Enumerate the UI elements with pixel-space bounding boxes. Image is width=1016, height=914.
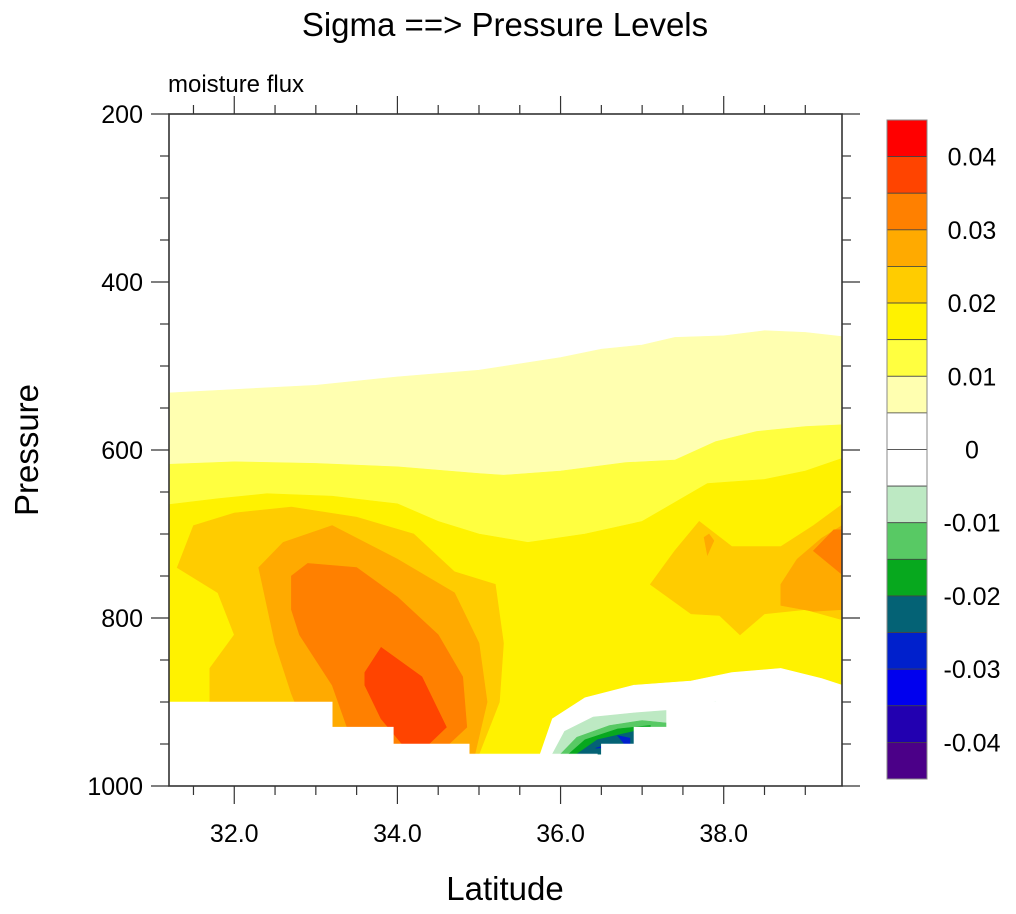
contour-fill-layer <box>169 330 842 786</box>
chart-title: Sigma ==> Pressure Levels <box>302 6 708 43</box>
contour-region-missing-below-terrain-east <box>601 701 842 786</box>
colorbar-box <box>886 156 928 194</box>
colorbar-frame <box>886 119 928 780</box>
colorbar-box <box>886 119 928 158</box>
colorbar-box <box>886 375 928 414</box>
contour-region-band-0.03-0.035-east <box>812 529 842 575</box>
colorbar-box <box>886 412 928 450</box>
colorbar-box <box>886 668 928 707</box>
colorbar-label: 0.04 <box>948 144 997 172</box>
colorbar-box <box>886 266 928 304</box>
axes: 32.0 34.0 36.0 38.0 200 400 600 800 1000 <box>87 96 860 848</box>
colorbar-box <box>886 558 928 597</box>
y-tick-label: 600 <box>101 437 143 465</box>
x-tick-label: 38.0 <box>699 820 748 848</box>
colorbar-label: -0.02 <box>944 583 1001 611</box>
colorbar-box <box>886 449 928 487</box>
y-tick-label: 400 <box>101 269 143 297</box>
contour-region-band-0.025-0.03-east-spot <box>703 533 715 556</box>
colorbar-box <box>886 192 928 231</box>
colorbar-label: -0.01 <box>944 510 1001 538</box>
left-string: moisture flux <box>168 71 304 98</box>
colorbar-box <box>886 302 928 341</box>
y-tick-label: 1000 <box>87 773 143 801</box>
y-axis-label: Pressure <box>8 384 45 516</box>
contour-region-missing-below-terrain <box>169 701 598 786</box>
colorbar-label: -0.03 <box>944 656 1001 684</box>
x-axis-label: Latitude <box>446 870 563 907</box>
colorbar-box <box>886 705 928 743</box>
colorbar-box <box>886 522 928 560</box>
colorbar-box <box>886 485 928 524</box>
colorbar-box <box>886 595 928 633</box>
colorbar-label: -0.04 <box>944 729 1001 757</box>
x-tick-label: 34.0 <box>373 820 422 848</box>
y-tick-label: 800 <box>101 605 143 633</box>
colorbar-label: 0 <box>965 437 979 465</box>
colorbar-box <box>886 339 928 377</box>
colorbar-label: 0.02 <box>948 290 997 318</box>
y-tick-label: 200 <box>101 101 143 129</box>
colorbar-box <box>886 632 928 670</box>
colorbar-label: 0.01 <box>948 363 997 391</box>
colorbar-box <box>886 741 928 780</box>
colorbar-box <box>886 229 928 267</box>
colorbar: 0.04 0.03 0.02 0.01 0 -0.01 -0.02 -0.03 -0.04 <box>886 119 1001 780</box>
x-tick-label: 36.0 <box>536 820 585 848</box>
colorbar-label: 0.03 <box>948 217 997 245</box>
x-tick-label: 32.0 <box>210 820 259 848</box>
